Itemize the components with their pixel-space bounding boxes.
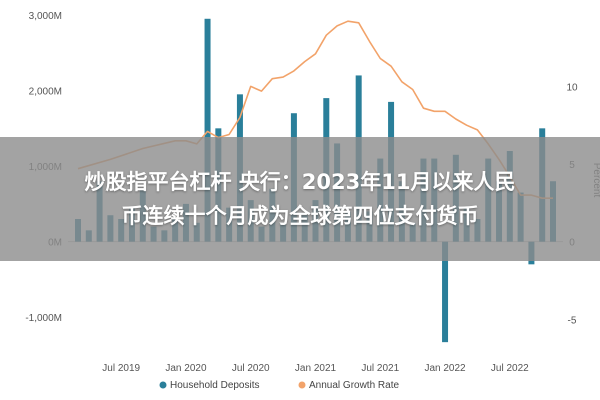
left-axis-tick-label: 3,000M [29, 11, 62, 22]
headline-line-1: 炒股指平台杠杆 央行：2023年11月以来人民 [84, 170, 516, 194]
legend-marker-annual-growth-rate [298, 381, 306, 389]
x-axis-tick-label: Jul 2021 [361, 363, 399, 374]
headline-line-2: 币连续十个月成为全球第四位支付货币 [121, 204, 479, 228]
right-axis-tick-label: -5 [568, 315, 577, 326]
right-axis-tick-label: 10 [566, 82, 578, 93]
x-axis-tick-label: Jan 2022 [424, 363, 466, 374]
left-axis-tick-label: -1,000M [25, 313, 62, 324]
x-axis-tick-label: Jul 2019 [102, 363, 140, 374]
legend-label-household-deposits: Household Deposits [170, 380, 260, 391]
household-deposits-bar [442, 241, 449, 343]
left-axis-tick-label: 2,000M [29, 87, 62, 98]
x-axis-tick-label: Jul 2022 [491, 363, 529, 374]
legend-label-annual-growth-rate: Annual Growth Rate [309, 380, 399, 391]
x-axis-tick-label: Jul 2020 [232, 363, 270, 374]
headline-banner: 炒股指平台杠杆 央行：2023年11月以来人民 币连续十个月成为全球第四位支付货… [0, 137, 600, 261]
x-axis-tick-label: Jan 2021 [295, 363, 337, 374]
household-deposits-bar [204, 18, 211, 242]
x-axis-tick-label: Jan 2020 [165, 363, 207, 374]
legend-marker-household-deposits [159, 381, 167, 389]
